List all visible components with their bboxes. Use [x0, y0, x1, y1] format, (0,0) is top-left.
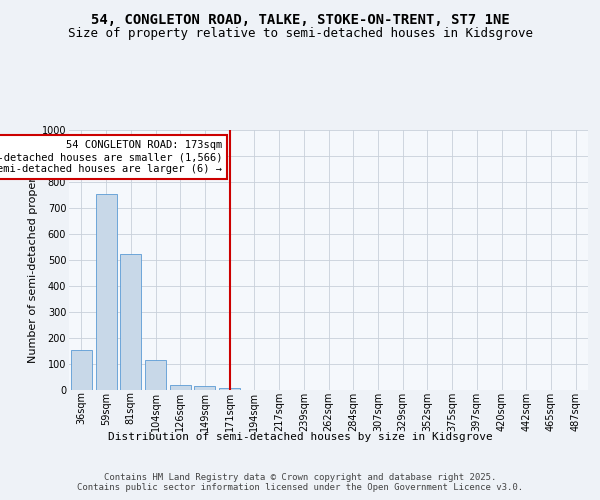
Bar	[71, 350, 92, 390]
Text: Contains HM Land Registry data © Crown copyright and database right 2025.
Contai: Contains HM Land Registry data © Crown c…	[77, 472, 523, 492]
Bar	[145, 360, 166, 390]
Bar	[194, 386, 215, 390]
Y-axis label: Number of semi-detached properties: Number of semi-detached properties	[28, 157, 38, 363]
Bar	[170, 385, 191, 390]
Text: Size of property relative to semi-detached houses in Kidsgrove: Size of property relative to semi-detach…	[67, 28, 533, 40]
Text: Distribution of semi-detached houses by size in Kidsgrove: Distribution of semi-detached houses by …	[107, 432, 493, 442]
Bar	[120, 254, 141, 390]
Text: 54 CONGLETON ROAD: 173sqm
← >99% of semi-detached houses are smaller (1,566)
<1%: 54 CONGLETON ROAD: 173sqm ← >99% of semi…	[0, 140, 222, 173]
Bar	[219, 388, 240, 390]
Bar	[95, 194, 116, 390]
Text: 54, CONGLETON ROAD, TALKE, STOKE-ON-TRENT, ST7 1NE: 54, CONGLETON ROAD, TALKE, STOKE-ON-TREN…	[91, 12, 509, 26]
